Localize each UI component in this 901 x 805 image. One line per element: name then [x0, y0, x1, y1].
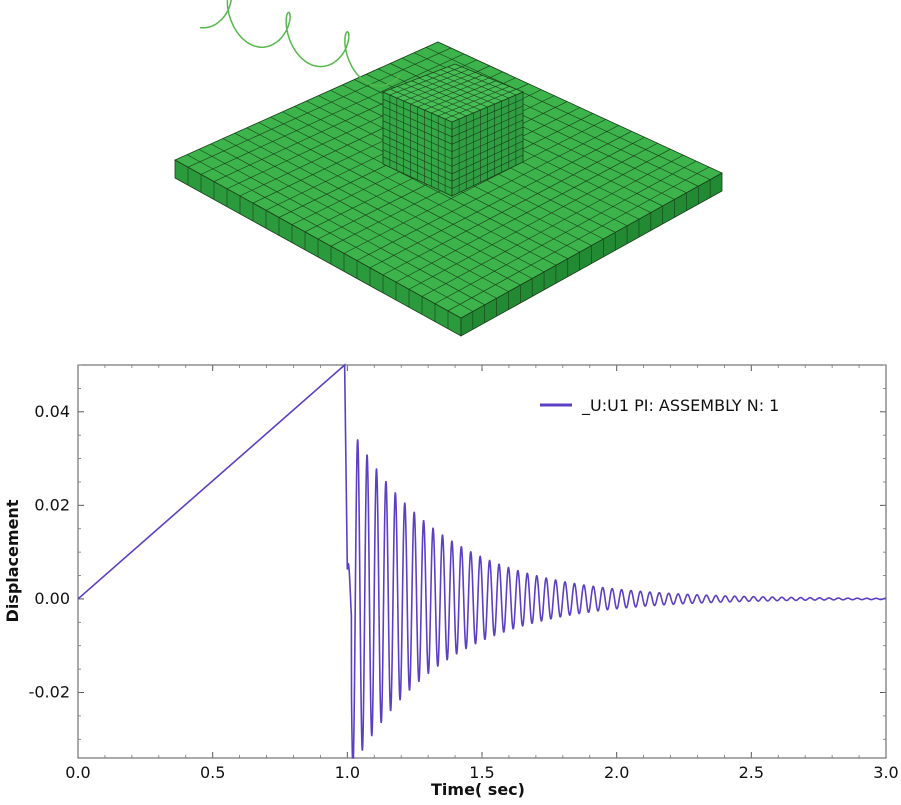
mesh-line: [431, 83, 503, 114]
legend: _U:U1 PI: ASSEMBLY N: 1: [540, 396, 779, 416]
x-tick-label: 2.5: [739, 763, 764, 782]
plot-frame: [77, 364, 887, 759]
mesh-line: [426, 74, 495, 105]
mesh-line: [451, 126, 524, 160]
mesh-line: [382, 142, 453, 175]
x-tick-label: 1.0: [335, 763, 360, 782]
x-tick-label: 2.0: [604, 763, 629, 782]
mesh-line: [369, 131, 632, 268]
mesh-line: [433, 72, 502, 102]
mesh-line: [440, 69, 509, 99]
mesh-line: [447, 166, 710, 312]
tick-labels: 0.0 0.5 1.0 1.5 2.0 2.5 3.0 0.04 0.02 0.00 -0.02: [29, 402, 899, 782]
x-tick-label: 0.5: [200, 763, 225, 782]
mesh-line: [434, 160, 697, 304]
series-line: [77, 363, 887, 759]
block-mesh: [381, 63, 525, 197]
y-tick-label: -0.02: [29, 683, 70, 702]
fem-model-view: [174, 0, 723, 337]
mesh-line: [447, 66, 517, 96]
mesh-line: [395, 142, 658, 283]
mesh-line: [408, 148, 671, 290]
mesh-line: [451, 147, 524, 182]
x-axis-title: Time( sec): [431, 780, 525, 799]
mesh-line: [424, 80, 496, 111]
axis-ticks: [77, 364, 887, 758]
x-tick-label: 1.5: [469, 763, 494, 782]
mesh-line: [382, 127, 453, 160]
mesh-line: [421, 154, 684, 297]
mesh-line: [382, 134, 453, 167]
mesh-line: [451, 154, 524, 189]
mesh-line: [382, 137, 645, 276]
mesh-line: [444, 88, 517, 120]
y-axis-title: Displacement: [3, 499, 22, 622]
mesh-line: [425, 47, 711, 180]
y-tick-label: 0.04: [34, 402, 70, 421]
series-lines: [77, 363, 887, 759]
legend-label: _U:U1 PI: ASSEMBLY N: 1: [581, 396, 779, 416]
displacement-chart: 0.0 0.5 1.0 1.5 2.0 2.5 3.0 0.04 0.02 0.00 -0.02 D…: [3, 363, 899, 799]
x-tick-label: 0.0: [65, 763, 90, 782]
mesh-line: [343, 119, 606, 254]
mesh-line: [382, 156, 453, 189]
mesh-line: [451, 140, 524, 175]
spring-coil: [199, 0, 402, 87]
mesh-line: [356, 125, 619, 261]
y-tick-label: 0.02: [34, 495, 70, 514]
x-tick-label: 3.0: [873, 763, 898, 782]
y-tick-label: 0.00: [34, 589, 70, 608]
mesh-line: [438, 86, 510, 117]
mesh-line: [417, 77, 490, 108]
mesh-line: [382, 149, 453, 182]
mesh-line: [451, 133, 524, 167]
coil-spring-icon: [199, 0, 402, 87]
